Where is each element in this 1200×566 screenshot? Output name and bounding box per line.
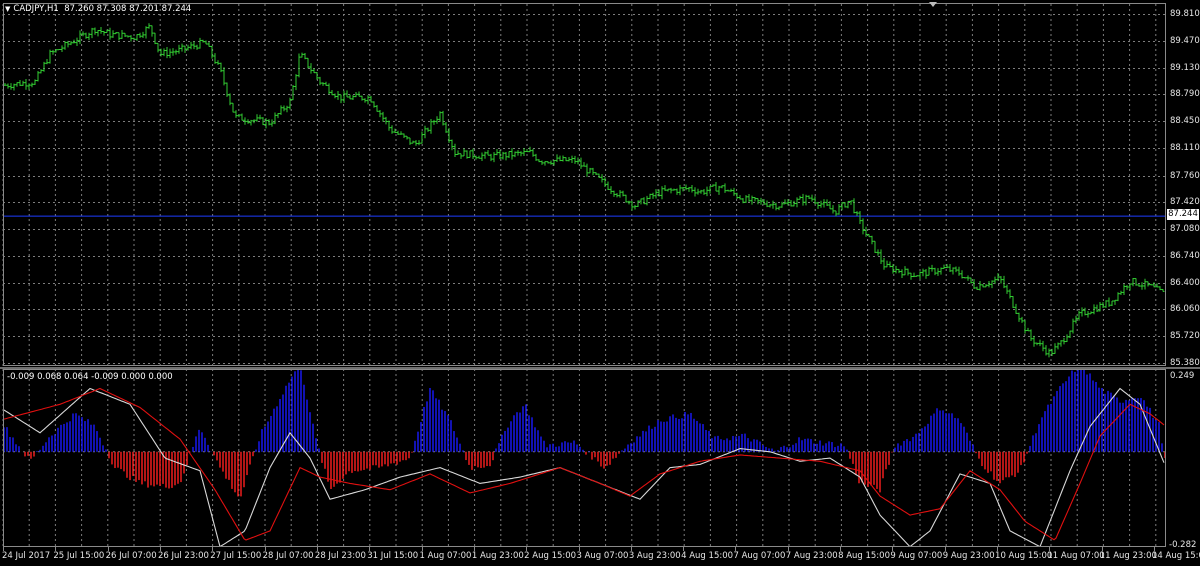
chart-shift-marker-icon[interactable]	[929, 2, 937, 7]
time-axis-tick	[683, 547, 685, 551]
price-axis-label: 85.720	[1170, 331, 1200, 342]
time-axis-tick	[944, 547, 946, 551]
time-axis-tick	[630, 547, 632, 551]
price-axis-label: 88.110	[1170, 142, 1200, 153]
time-axis-label: 1 Aug 23:00	[471, 551, 524, 561]
time-axis-label: 10 Aug 15:00	[995, 551, 1053, 561]
time-axis-tick	[473, 547, 475, 551]
time-axis-tick	[1101, 547, 1103, 551]
time-axis-label: 2 Aug 15:00	[524, 551, 577, 561]
price-axis-label: 88.790	[1170, 89, 1200, 100]
time-axis-tick	[264, 547, 266, 551]
price-axis-label: 86.740	[1170, 250, 1200, 261]
osc-axis-bottom: -0.282	[1169, 540, 1197, 550]
price-axis-label: 87.760	[1170, 170, 1200, 181]
time-axis-tick	[526, 547, 528, 551]
time-axis-label: 31 Jul 15:00	[367, 551, 419, 561]
price-axis-label: 86.060	[1170, 304, 1200, 315]
price-candles	[3, 23, 1165, 358]
time-axis-label: 11 Aug 23:00	[1099, 551, 1157, 561]
time-axis-label: 26 Jul 23:00	[157, 551, 209, 561]
time-axis-label: 24 Jul 2017	[2, 551, 51, 561]
osc-axis-top: 0.249	[1170, 371, 1195, 381]
time-axis-tick	[892, 547, 894, 551]
time-axis-label: 9 Aug 07:00	[890, 551, 943, 561]
time-axis-tick	[840, 547, 842, 551]
time-axis-label: 27 Jul 15:00	[210, 551, 262, 561]
price-chart-canvas[interactable]	[0, 0, 1166, 367]
time-axis-tick	[1154, 547, 1155, 551]
time-axis-label: 1 Aug 07:00	[419, 551, 472, 561]
current-price-tag: 87.244	[1167, 209, 1199, 220]
oscillator-canvas[interactable]	[0, 369, 1166, 547]
time-axis-tick	[3, 547, 4, 551]
price-axis-label: 89.470	[1170, 35, 1200, 46]
pane-separator[interactable]	[0, 367, 1200, 369]
price-axis-label: 88.450	[1170, 116, 1200, 127]
time-axis-label: 14 Aug 15:00	[1152, 551, 1200, 561]
symbol-label: CADJPY,H1	[13, 4, 59, 14]
price-axis-label: 89.810	[1170, 9, 1200, 19]
time-axis-tick	[997, 547, 999, 551]
time-axis-label: 7 Aug 07:00	[733, 551, 786, 561]
time-axis-tick	[578, 547, 580, 551]
time-axis-tick	[55, 547, 57, 551]
symbol-header: ▼ CADJPY,H1 87.260 87.308 87.201 87.244	[5, 4, 191, 14]
time-axis-tick	[735, 547, 737, 551]
time-axis-tick	[369, 547, 371, 551]
price-pane[interactable]	[0, 0, 1166, 367]
oscillator-histogram	[3, 369, 1166, 497]
time-axis-label: 7 Aug 23:00	[785, 551, 838, 561]
time-axis-label: 3 Aug 07:00	[576, 551, 629, 561]
oscillator-pane[interactable]	[0, 369, 1166, 547]
ohlc-values: 87.260 87.308 87.201 87.244	[64, 4, 192, 14]
price-axis-label: 89.130	[1170, 62, 1200, 73]
time-axis-label: 4 Aug 15:00	[681, 551, 734, 561]
oscillator-signal-line	[3, 387, 1165, 541]
oscillator-grid	[2, 369, 1157, 547]
time-axis-label: 28 Jul 23:00	[314, 551, 366, 561]
time-axis-tick	[159, 547, 161, 551]
time-axis-label: 11 Aug 07:00	[1047, 551, 1105, 561]
price-axis-label: 87.080	[1170, 224, 1200, 235]
time-axis-tick	[787, 547, 789, 551]
price-axis-label: 86.400	[1170, 277, 1200, 288]
time-axis-label: 25 Jul 15:00	[53, 551, 105, 561]
oscillator-values: -0.009 0.068 0.064 -0.009 0.000 0.000	[7, 372, 173, 382]
time-axis-label: 3 Aug 23:00	[628, 551, 681, 561]
time-axis-tick	[212, 547, 214, 551]
time-axis-label: 28 Jul 07:00	[262, 551, 314, 561]
time-axis-tick	[107, 547, 109, 551]
time-axis-label: 26 Jul 07:00	[105, 551, 157, 561]
time-axis-tick	[316, 547, 318, 551]
time-axis-label: 9 Aug 23:00	[942, 551, 995, 561]
time-axis-tick	[421, 547, 423, 551]
price-axis-label: 85.380	[1170, 358, 1200, 368]
price-axis-label: 87.420	[1170, 197, 1200, 208]
dropdown-triangle-icon[interactable]: ▼	[5, 5, 11, 13]
price-grid	[2, 4, 1166, 366]
time-axis-tick	[1049, 547, 1051, 551]
time-axis-label: 8 Aug 15:00	[838, 551, 890, 561]
